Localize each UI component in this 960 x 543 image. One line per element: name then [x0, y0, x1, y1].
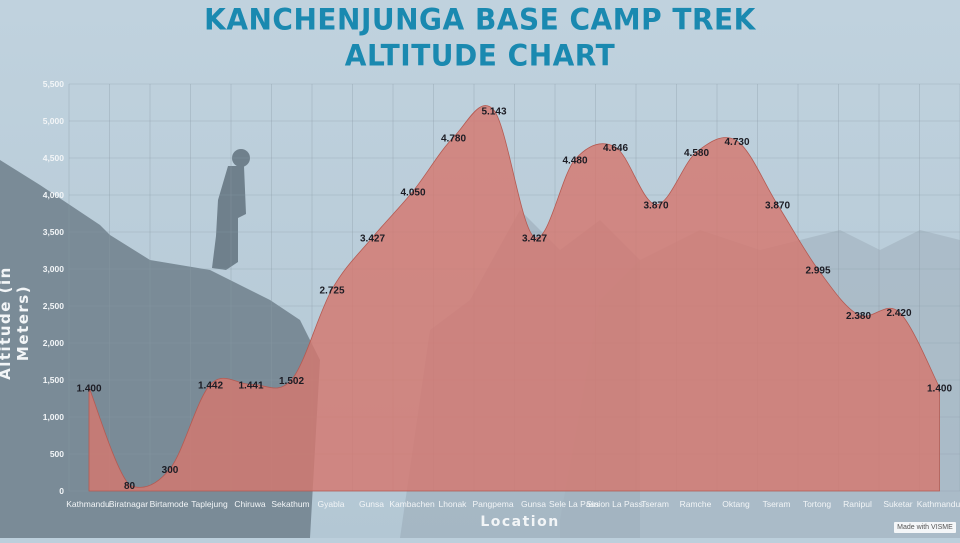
y-tick-label: 4,500	[43, 153, 65, 163]
x-tick-label: Pangpema	[472, 499, 513, 509]
y-axis-title: Altitude (in Meters)	[0, 266, 32, 380]
data-label: 1.441	[238, 380, 263, 391]
x-tick-label: Lhonak	[439, 499, 468, 509]
chart-title: KANCHENJUNGA BASE CAMP TREK ALTITUDE CHA…	[0, 2, 960, 73]
y-tick-label: 2,500	[43, 301, 65, 311]
y-tick-label: 500	[50, 449, 64, 459]
x-tick-label: Tortong	[803, 499, 832, 509]
x-tick-label: Gunsa	[359, 499, 384, 509]
y-tick-label: 1,000	[43, 412, 65, 422]
data-label: 2.380	[846, 311, 871, 322]
data-label: 1.400	[927, 383, 952, 394]
y-tick-label: 3,000	[43, 264, 65, 274]
visme-watermark[interactable]: Made with VISME	[894, 522, 956, 533]
y-tick-label: 4,000	[43, 190, 65, 200]
y-tick-label: 2,000	[43, 338, 65, 348]
data-label: 5.143	[481, 106, 506, 117]
x-tick-label: Kathmandu	[66, 499, 110, 509]
y-tick-label: 1,500	[43, 375, 65, 385]
data-label: 3.870	[765, 201, 790, 212]
data-label: 1.502	[279, 376, 304, 387]
y-axis-ticks: 0 500 1,000 1,500 2,000 2,500 3,000 3,500 4,000 4…	[43, 79, 65, 496]
data-label: 4.580	[684, 148, 709, 159]
chart-title-line2: ALTITUDE CHART	[344, 38, 616, 73]
x-tick-label: Kathmandu	[917, 499, 960, 509]
data-label: 2.725	[319, 285, 344, 296]
data-label: 3.427	[522, 233, 547, 244]
data-label: 4.050	[400, 187, 425, 198]
x-tick-label: Ramche	[680, 499, 712, 509]
data-label: 4.780	[441, 133, 466, 144]
x-axis-ticks: Kathmandu Biratnagar Birtamode Taplejung Chi…	[66, 499, 960, 509]
x-tick-label: Tseram	[641, 499, 669, 509]
data-label: 4.646	[603, 143, 628, 154]
x-tick-label: Sinion La Pass	[586, 499, 643, 509]
x-tick-label: Biratnagar	[109, 499, 148, 509]
x-tick-label: Gyabla	[318, 499, 345, 509]
data-labels: 1.400 80 300 1.442 1.441 1.502 2.725 3.427 4.050…	[76, 106, 952, 492]
altitude-area	[88, 105, 940, 492]
x-tick-label: Gunsa	[521, 499, 546, 509]
y-tick-label: 3,500	[43, 227, 65, 237]
data-label: 4.480	[562, 155, 587, 166]
y-tick-label: 0	[59, 486, 64, 496]
x-tick-label: Chiruwa	[234, 499, 265, 509]
x-tick-label: Oktang	[722, 499, 750, 509]
y-tick-label: 5,000	[43, 116, 65, 126]
chart-title-line1: KANCHENJUNGA BASE CAMP TREK	[204, 2, 756, 37]
data-label: 2.420	[886, 308, 911, 319]
x-tick-label: Sele La Pass	[549, 499, 599, 509]
data-label: 2.995	[805, 265, 830, 276]
x-tick-label: Birtamode	[150, 499, 189, 509]
data-label: 1.442	[198, 380, 223, 391]
x-tick-label: Tseram	[763, 499, 791, 509]
x-tick-label: Ranipul	[843, 499, 872, 509]
data-label: 300	[162, 465, 179, 476]
data-label: 1.400	[76, 383, 101, 394]
data-label: 80	[124, 481, 136, 492]
data-label: 4.730	[724, 137, 749, 148]
hiker-silhouette	[212, 149, 250, 270]
x-axis-title: Location	[480, 514, 560, 530]
x-tick-label: Taplejung	[191, 499, 228, 509]
data-label: 3.870	[643, 201, 668, 212]
x-tick-label: Suketar	[883, 499, 912, 509]
y-tick-label: 5,500	[43, 79, 65, 89]
x-tick-label: Sekathum	[271, 499, 309, 509]
x-tick-label: Kambachen	[389, 499, 435, 509]
data-label: 3.427	[360, 233, 385, 244]
